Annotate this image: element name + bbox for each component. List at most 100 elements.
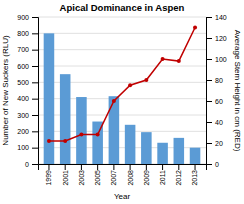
tick: 500 — [17, 79, 38, 86]
tick: 400 — [17, 95, 38, 102]
tick: 2013 — [191, 164, 198, 186]
chart: 1999 2001 2003 2005 2007 2008 2009 2011 2012 2013… — [0, 0, 244, 204]
tick: 60 — [206, 98, 223, 105]
tick-label: 1999 — [45, 170, 52, 186]
marker — [79, 133, 83, 137]
tick-label: 2011 — [159, 170, 166, 185]
tick: 800 — [17, 30, 38, 37]
tick-mark — [97, 164, 98, 170]
tick: 100 — [17, 144, 38, 151]
tick-mark — [130, 164, 131, 170]
tick: 20 — [206, 140, 223, 147]
tick: 80 — [206, 77, 223, 84]
marker — [177, 59, 181, 63]
tick-label: 140 — [215, 14, 227, 21]
tick-label: 0 — [215, 161, 219, 168]
tick-mark — [206, 101, 212, 102]
tick-mark — [162, 164, 163, 170]
tick-mark — [32, 82, 38, 83]
tick-label: 2012 — [175, 170, 182, 186]
tick-label: 40 — [215, 119, 223, 126]
tick-label: 900 — [17, 14, 29, 21]
y2-axis: 0 20 40 60 80 100 120 140 — [206, 14, 227, 168]
tick-label: 700 — [17, 46, 29, 53]
bar — [125, 125, 136, 164]
tick-label: 0 — [25, 161, 29, 168]
tick: 200 — [17, 128, 38, 135]
tick: 140 — [206, 14, 227, 21]
tick-mark — [206, 59, 212, 60]
bar — [157, 143, 168, 164]
tick-mark — [206, 38, 212, 39]
tick-label: 500 — [17, 79, 29, 86]
tick-mark — [206, 80, 212, 81]
tick: 0 — [206, 161, 219, 168]
tick-mark — [206, 143, 212, 144]
grid-line — [38, 33, 206, 34]
tick: 300 — [17, 112, 38, 119]
bar — [76, 97, 87, 164]
y-axis-title: Number of New Suckers (RLU) — [1, 35, 10, 146]
tick-label: 2013 — [191, 170, 198, 186]
tick-label: 100 — [215, 56, 227, 63]
tick: 100 — [206, 56, 227, 63]
tick: 2001 — [62, 164, 69, 186]
tick: 1999 — [45, 164, 52, 186]
marker — [63, 139, 67, 143]
title: Apical Dominance in Aspen — [60, 2, 185, 13]
tick-label: 300 — [17, 112, 29, 119]
tick-mark — [178, 164, 179, 170]
tick-mark — [32, 115, 38, 116]
marker — [96, 133, 100, 137]
tick-mark — [206, 17, 212, 18]
tick-mark — [32, 50, 38, 51]
tick-mark — [32, 17, 38, 18]
bar — [141, 132, 152, 164]
tick: 0 — [25, 161, 38, 168]
tick-label: 2008 — [127, 170, 134, 186]
axis-domain — [207, 18, 213, 165]
bar — [44, 33, 55, 164]
tick: 2007 — [110, 164, 117, 186]
grid-line — [38, 17, 206, 18]
tick-mark — [113, 164, 114, 170]
tick-mark — [81, 164, 82, 170]
tick-label: 2003 — [78, 170, 85, 186]
y-axis: 0100200300400500600700800900 — [17, 14, 38, 168]
tick-label: 2005 — [94, 170, 101, 186]
tick-mark — [32, 66, 38, 67]
tick-mark — [65, 164, 66, 170]
tick-label: 20 — [215, 140, 223, 147]
marker — [112, 99, 116, 103]
line — [49, 28, 195, 141]
tick: 700 — [17, 46, 38, 53]
tick: 2009 — [143, 164, 150, 186]
tick-mark — [195, 164, 196, 170]
tick-label: 2009 — [143, 170, 150, 186]
tick: 2012 — [175, 164, 182, 186]
tick-mark — [32, 148, 38, 149]
tick: 2003 — [78, 164, 85, 186]
marker — [193, 26, 197, 30]
tick-label: 400 — [17, 95, 29, 102]
tick-mark — [48, 164, 49, 170]
axis-domain — [32, 18, 39, 165]
tick-mark — [32, 164, 38, 165]
tick-mark — [32, 99, 38, 100]
marks — [44, 26, 201, 165]
tick-mark — [146, 164, 147, 170]
grid-line — [38, 49, 206, 50]
bar — [190, 148, 201, 164]
bar — [109, 96, 120, 164]
tick-label: 2007 — [110, 170, 117, 186]
marker — [128, 83, 132, 87]
tick-label: 800 — [17, 30, 29, 37]
bar — [174, 138, 185, 164]
tick-label: 120 — [215, 35, 227, 42]
grid — [38, 17, 206, 164]
y2-axis-title: Average Stem Height in cm (RED) — [233, 30, 242, 152]
tick-label: 200 — [17, 128, 29, 135]
marker — [47, 139, 51, 143]
axis-domain — [39, 165, 207, 171]
tick-label: 2001 — [62, 170, 69, 186]
